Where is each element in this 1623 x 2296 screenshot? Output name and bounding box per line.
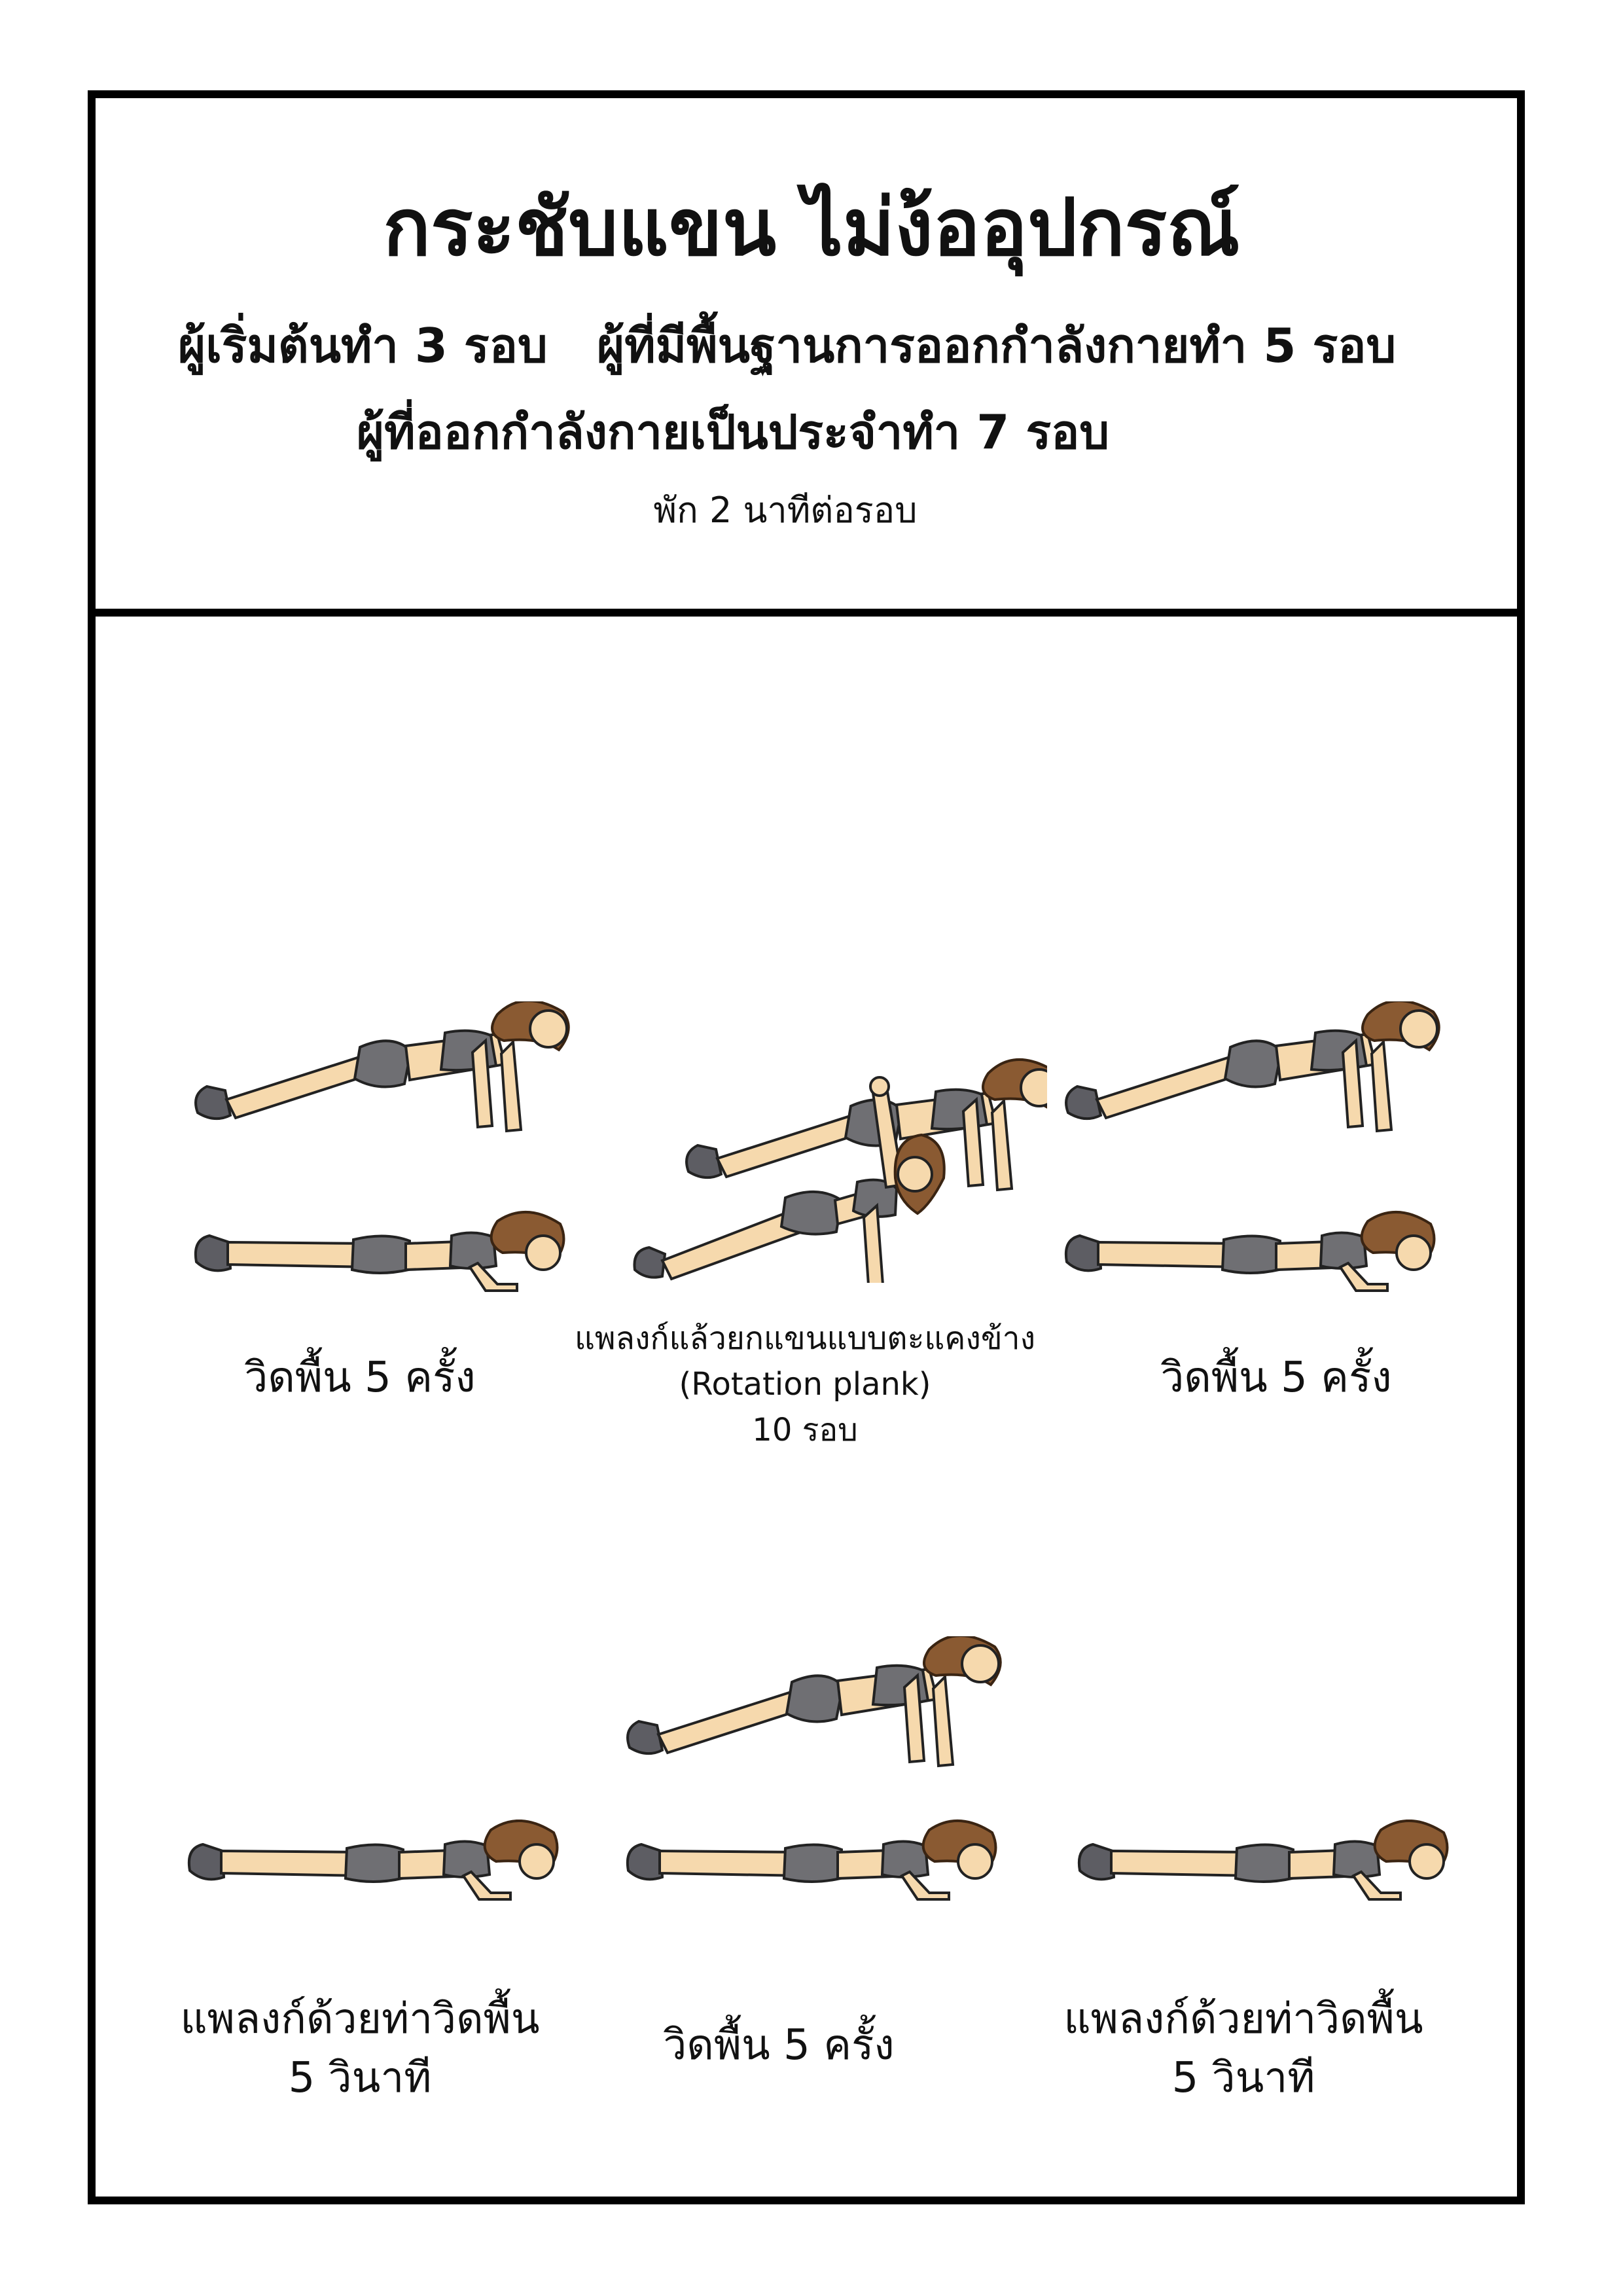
regular-rounds: ผู้ที่ออกกำลังกายเป็นประจำทำ 7 รอบ	[356, 404, 1110, 459]
pushup-high-position-icon	[194, 1001, 570, 1292]
caption-line: (Rotation plank)	[679, 1366, 931, 1403]
caption-line: 10 รอบ	[752, 1412, 858, 1448]
rest-note: พัก 2 นาทีต่อรอบ	[653, 490, 918, 531]
caption-line: วิดพื้น 5 ครั้ง	[244, 1354, 476, 1402]
side-plank-rotation-icon	[633, 1058, 1047, 1283]
caption-line: แพลงก์แล้วยกแขนแบบตะแคงข้าง	[574, 1320, 1036, 1357]
page-title: กระชับแขน ไม่ง้ออุปกรณ์	[383, 181, 1240, 274]
pushup-low-position-icon	[1077, 1820, 1449, 1901]
caption-plank-hold-2: แพลงก์ด้วยท่าวิดพื้น 5 วินาที	[1034, 1990, 1453, 2108]
caption-line: วิดพื้น 5 ครั้ง	[1160, 1354, 1392, 1402]
caption-line: 5 วินาที	[288, 2054, 432, 2102]
caption-plank-hold-1: แพลงก์ด้วยท่าวิดพื้น 5 วินาที	[151, 1990, 569, 2108]
caption-line: วิดพื้น 5 ครั้ง	[663, 2021, 895, 2070]
pushup-high-position-icon	[626, 1636, 1002, 1901]
caption-pushup-3: วิดพื้น 5 ครั้ง	[589, 2016, 969, 2075]
outer-frame	[88, 90, 1525, 2204]
pushup-low-position-icon	[187, 1820, 559, 1901]
beginner-rounds: ผู้เริ่มต้นทำ 3 รอบ	[178, 318, 548, 373]
intermediate-rounds: ผู้ที่มีพื้นฐานการออกกำลังกายทำ 5 รอบ	[597, 318, 1397, 373]
caption-line: แพลงก์ด้วยท่าวิดพื้น	[180, 1995, 540, 2043]
header-divider	[88, 609, 1525, 617]
pushup-high-position-icon	[1064, 1001, 1440, 1292]
caption-line: 5 วินาที	[1171, 2054, 1315, 2102]
caption-line: แพลงก์ด้วยท่าวิดพื้น	[1063, 1995, 1423, 2043]
caption-pushup-2: วิดพื้น 5 ครั้ง	[1086, 1348, 1466, 1407]
caption-rotation-plank: แพลงก์แล้วยกแขนแบบตะแคงข้าง (Rotation pl…	[563, 1316, 1047, 1453]
caption-pushup-1: วิดพื้น 5 ครั้ง	[170, 1348, 550, 1407]
